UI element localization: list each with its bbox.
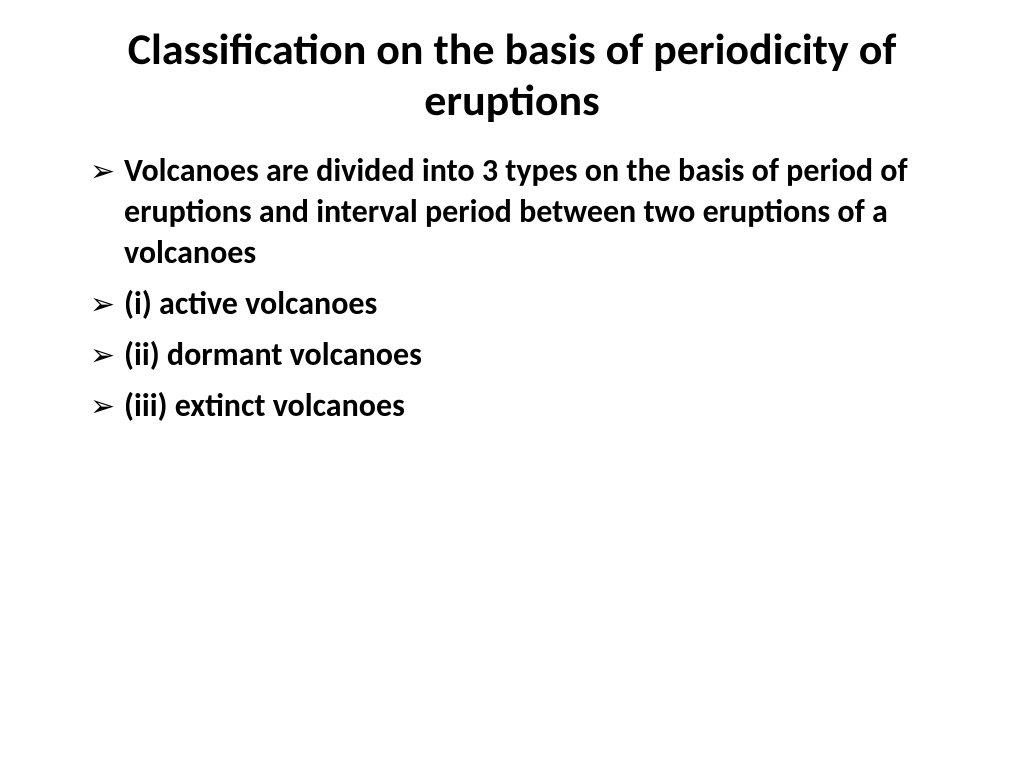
- list-item: ➢ Volcanoes are divided into 3 types on …: [90, 151, 964, 274]
- bullet-text: Volcanoes are divided into 3 types on th…: [124, 151, 964, 274]
- list-item: ➢ (i) active volcanoes: [90, 284, 964, 325]
- bullet-list: ➢ Volcanoes are divided into 3 types on …: [60, 151, 964, 427]
- list-item: ➢ (iii) extinct volcanoes: [90, 386, 964, 427]
- bullet-text: (ii) dormant volcanoes: [124, 335, 964, 376]
- bullet-text: (iii) extinct volcanoes: [124, 386, 964, 427]
- bullet-arrow-icon: ➢: [90, 285, 115, 324]
- bullet-arrow-icon: ➢: [90, 387, 115, 426]
- slide-title: Classification on the basis of periodici…: [60, 24, 964, 125]
- bullet-arrow-icon: ➢: [90, 152, 115, 191]
- bullet-text: (i) active volcanoes: [124, 284, 964, 325]
- slide: Classification on the basis of periodici…: [0, 0, 1024, 768]
- list-item: ➢ (ii) dormant volcanoes: [90, 335, 964, 376]
- bullet-arrow-icon: ➢: [90, 336, 115, 375]
